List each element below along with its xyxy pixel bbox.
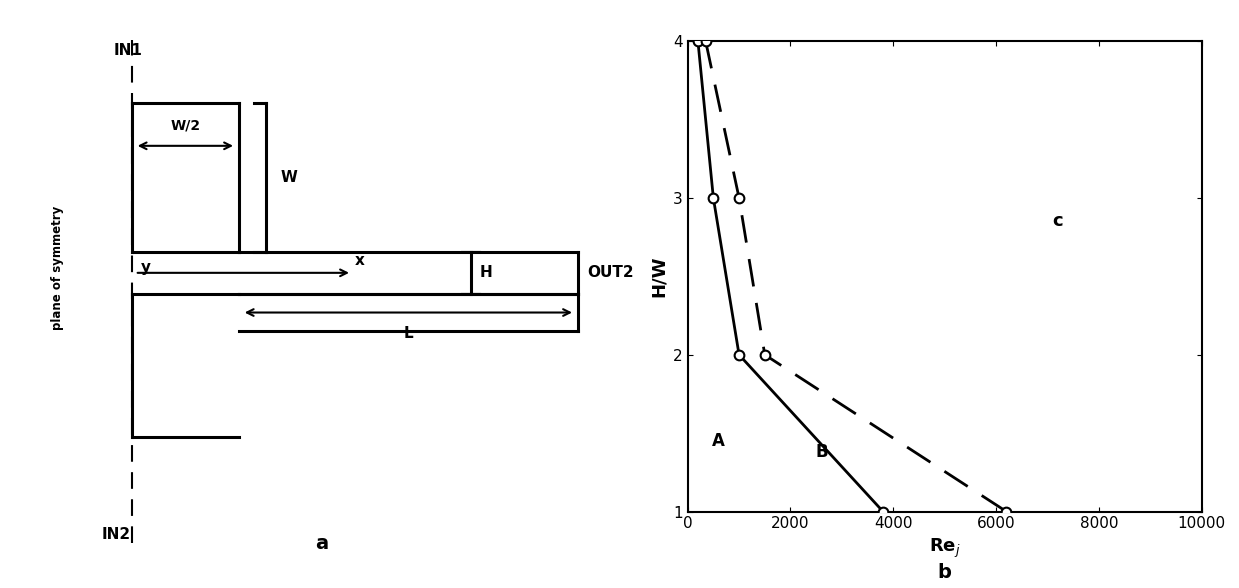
Text: y: y <box>141 260 151 275</box>
Text: A: A <box>712 432 725 450</box>
Y-axis label: H/W: H/W <box>649 256 668 297</box>
Text: L: L <box>404 326 413 341</box>
Text: IN1: IN1 <box>114 42 142 58</box>
Text: IN2: IN2 <box>102 527 131 542</box>
Text: x: x <box>354 252 364 268</box>
Text: W: W <box>280 170 297 185</box>
Text: b: b <box>937 563 952 582</box>
Text: H: H <box>479 265 492 280</box>
Text: c: c <box>1053 212 1063 230</box>
Text: OUT2: OUT2 <box>587 265 633 280</box>
Text: W/2: W/2 <box>170 119 201 132</box>
Text: plane of symmetry: plane of symmetry <box>51 205 64 330</box>
X-axis label: Re$_j$: Re$_j$ <box>929 537 960 560</box>
Text: a: a <box>316 534 328 553</box>
Text: B: B <box>815 443 828 461</box>
